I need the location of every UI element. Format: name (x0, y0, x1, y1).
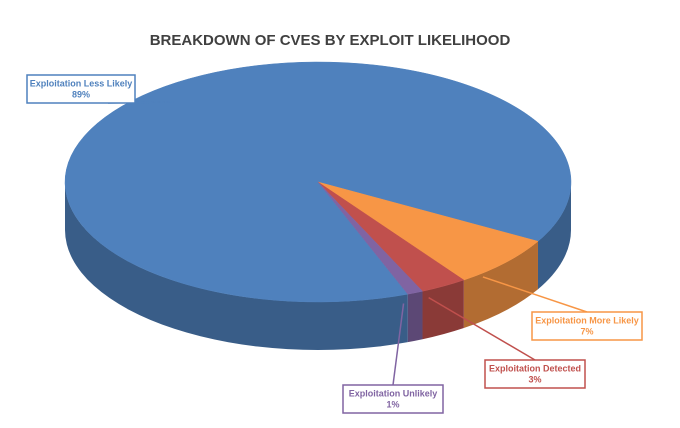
slice-side (422, 280, 464, 340)
slice-side (407, 291, 423, 343)
label-name: Exploitation Unlikely (349, 388, 438, 398)
leader-line (482, 276, 588, 313)
label-name: Exploitation Less Likely (30, 78, 133, 88)
leader-line (392, 303, 405, 386)
slice-side (463, 241, 538, 329)
label-name: Exploitation Detected (489, 363, 581, 373)
leader-line (428, 296, 536, 361)
label-box (26, 74, 136, 104)
label-value: 7% (580, 326, 593, 336)
slice-side (65, 182, 408, 351)
label-name: Exploitation More Likely (535, 315, 639, 325)
label-box (484, 359, 586, 389)
label-box (531, 311, 643, 341)
chart-title: BREAKDOWN OF CVES BY EXPLOIT LIKELIHOOD (150, 32, 511, 49)
label-value: 3% (528, 374, 541, 384)
label-value: 1% (386, 399, 399, 409)
label-value: 89% (72, 89, 90, 99)
slice (317, 181, 539, 281)
slice (317, 181, 424, 295)
label-box (342, 384, 444, 414)
slice-side (537, 182, 571, 290)
